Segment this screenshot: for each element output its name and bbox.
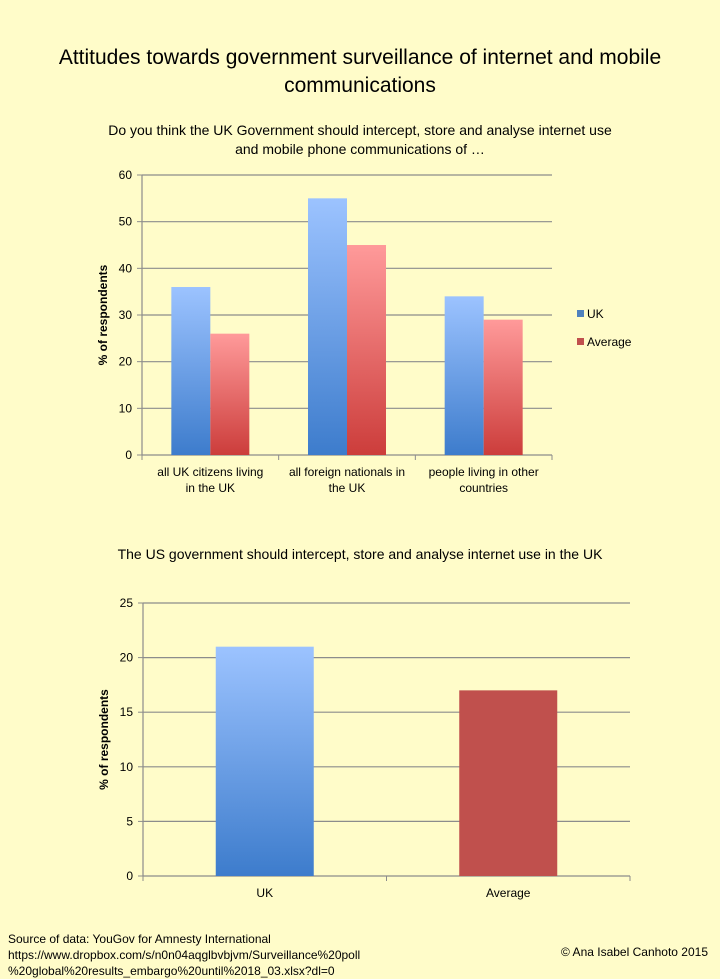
x-tick-label: in the UK — [186, 481, 235, 495]
y-tick-label: 20 — [120, 651, 134, 665]
y-tick-label: 50 — [119, 215, 133, 229]
y-tick-label: 0 — [126, 869, 133, 883]
bar-average — [483, 319, 523, 455]
legend-swatch-uk — [577, 310, 584, 317]
y-tick-label: 30 — [119, 308, 133, 322]
bar-average — [210, 333, 250, 455]
copyright: © Ana Isabel Canhoto 2015 — [561, 945, 708, 959]
y-tick-label: 10 — [119, 401, 133, 415]
main-title: Attitudes towards government surveillanc… — [58, 46, 662, 97]
y-axis-label: % of respondents — [96, 264, 110, 365]
chart2-title: The US government should intercept, stor… — [117, 546, 603, 562]
legend-label-uk: UK — [587, 307, 604, 321]
legend-swatch-average — [577, 338, 584, 345]
x-tick-label: countries — [459, 481, 508, 495]
y-tick-label: 10 — [120, 760, 134, 774]
bar-average — [347, 245, 386, 455]
source-text: Source of data: YouGov for Amnesty Inter… — [8, 932, 361, 978]
y-tick-label: 5 — [126, 814, 133, 828]
x-tick-label: UK — [256, 886, 273, 900]
x-tick-label: all foreign nationals in — [289, 465, 405, 479]
y-tick-label: 15 — [120, 705, 134, 719]
bar-uk — [308, 198, 347, 456]
y-axis-label: % of respondents — [97, 689, 111, 790]
bar-uk — [215, 646, 314, 876]
y-tick-label: 25 — [120, 596, 134, 610]
bar-uk — [171, 287, 211, 455]
y-tick-label: 40 — [119, 261, 133, 275]
bar-average — [459, 690, 558, 876]
x-tick-label: all UK citizens living — [157, 465, 263, 479]
y-tick-label: 0 — [125, 448, 132, 462]
y-tick-label: 60 — [119, 168, 133, 182]
y-tick-label: 20 — [119, 355, 133, 369]
x-tick-label: the UK — [329, 481, 366, 495]
legend-label-average: Average — [587, 335, 632, 349]
x-tick-label: people living in other — [429, 465, 539, 479]
x-tick-label: Average — [486, 886, 531, 900]
chart1-title: Do you think the UK Government should in… — [108, 122, 612, 157]
bar-uk — [444, 296, 484, 455]
